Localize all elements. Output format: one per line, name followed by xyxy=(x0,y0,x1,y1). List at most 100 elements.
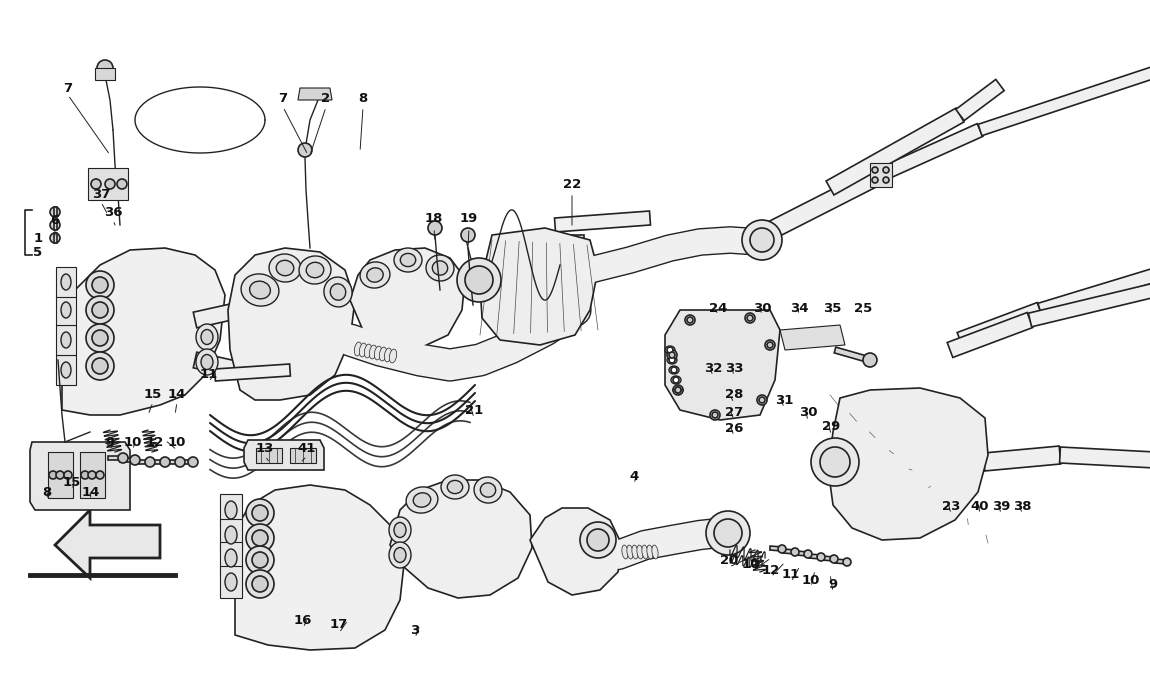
Polygon shape xyxy=(390,480,532,598)
Polygon shape xyxy=(215,364,291,381)
Circle shape xyxy=(712,412,718,418)
Polygon shape xyxy=(769,546,782,551)
Circle shape xyxy=(246,546,274,574)
Ellipse shape xyxy=(400,253,415,266)
Text: 19: 19 xyxy=(460,212,478,225)
Polygon shape xyxy=(822,556,834,561)
Circle shape xyxy=(81,471,89,479)
Polygon shape xyxy=(957,303,1043,348)
Polygon shape xyxy=(783,549,795,554)
Polygon shape xyxy=(871,163,892,187)
Circle shape xyxy=(97,60,113,76)
Ellipse shape xyxy=(61,362,71,378)
Polygon shape xyxy=(56,355,76,385)
Polygon shape xyxy=(150,460,164,464)
Circle shape xyxy=(49,220,60,230)
Ellipse shape xyxy=(196,349,218,375)
Polygon shape xyxy=(164,460,181,464)
Polygon shape xyxy=(298,88,332,100)
Polygon shape xyxy=(834,347,871,363)
Text: 7: 7 xyxy=(278,92,288,105)
Circle shape xyxy=(49,207,60,217)
Ellipse shape xyxy=(360,262,390,288)
Ellipse shape xyxy=(447,480,462,494)
Text: 10: 10 xyxy=(742,559,760,572)
Ellipse shape xyxy=(406,487,438,513)
Text: 15: 15 xyxy=(63,475,82,488)
Circle shape xyxy=(56,471,64,479)
Text: 38: 38 xyxy=(1013,499,1032,512)
Text: 20: 20 xyxy=(720,553,738,566)
Polygon shape xyxy=(220,542,242,574)
Text: 9: 9 xyxy=(106,436,115,449)
Ellipse shape xyxy=(389,542,411,568)
Text: 41: 41 xyxy=(298,441,316,454)
Circle shape xyxy=(872,167,877,173)
Polygon shape xyxy=(54,207,56,217)
Polygon shape xyxy=(1059,447,1150,468)
Ellipse shape xyxy=(667,356,677,364)
Text: 10: 10 xyxy=(124,436,143,449)
Circle shape xyxy=(86,271,114,299)
Ellipse shape xyxy=(299,256,331,284)
Circle shape xyxy=(685,315,695,325)
Text: 23: 23 xyxy=(942,499,960,512)
Polygon shape xyxy=(193,302,242,328)
Polygon shape xyxy=(95,68,115,80)
Text: 4: 4 xyxy=(629,471,638,484)
Circle shape xyxy=(91,179,101,189)
Circle shape xyxy=(465,266,493,294)
Circle shape xyxy=(92,330,108,346)
Polygon shape xyxy=(835,559,848,564)
Circle shape xyxy=(160,457,170,467)
Circle shape xyxy=(252,505,268,521)
Ellipse shape xyxy=(631,545,638,559)
Circle shape xyxy=(687,317,693,323)
Circle shape xyxy=(714,519,742,547)
Polygon shape xyxy=(983,446,1060,471)
Text: 14: 14 xyxy=(168,389,186,402)
Circle shape xyxy=(862,353,877,367)
Polygon shape xyxy=(956,79,1004,121)
Circle shape xyxy=(580,522,616,558)
Polygon shape xyxy=(235,485,405,650)
Ellipse shape xyxy=(384,348,392,362)
Polygon shape xyxy=(56,267,76,297)
Ellipse shape xyxy=(242,274,279,306)
Text: 15: 15 xyxy=(144,389,162,402)
Circle shape xyxy=(669,352,675,358)
Text: 3: 3 xyxy=(411,624,420,637)
Polygon shape xyxy=(48,452,72,498)
Circle shape xyxy=(667,347,673,353)
Circle shape xyxy=(457,258,501,302)
Circle shape xyxy=(428,221,442,235)
Circle shape xyxy=(830,555,838,563)
Circle shape xyxy=(667,350,677,360)
Text: 40: 40 xyxy=(971,499,989,512)
Polygon shape xyxy=(826,108,964,195)
Text: 36: 36 xyxy=(104,206,122,219)
Polygon shape xyxy=(120,458,135,462)
Ellipse shape xyxy=(474,477,501,503)
Polygon shape xyxy=(244,440,324,470)
Circle shape xyxy=(779,545,785,553)
Circle shape xyxy=(92,302,108,318)
Polygon shape xyxy=(30,442,130,510)
Ellipse shape xyxy=(432,261,447,275)
Polygon shape xyxy=(89,168,128,200)
Ellipse shape xyxy=(61,332,71,348)
Text: 10: 10 xyxy=(802,574,820,587)
Circle shape xyxy=(252,552,268,568)
Circle shape xyxy=(298,143,312,157)
Ellipse shape xyxy=(330,283,346,301)
Circle shape xyxy=(246,499,274,527)
Circle shape xyxy=(673,385,683,395)
Circle shape xyxy=(669,357,675,363)
Ellipse shape xyxy=(367,268,383,282)
Ellipse shape xyxy=(394,522,406,538)
Text: 5: 5 xyxy=(33,247,43,260)
Circle shape xyxy=(804,550,812,558)
Text: 13: 13 xyxy=(255,441,274,454)
Ellipse shape xyxy=(642,545,649,559)
Text: 39: 39 xyxy=(991,499,1010,512)
